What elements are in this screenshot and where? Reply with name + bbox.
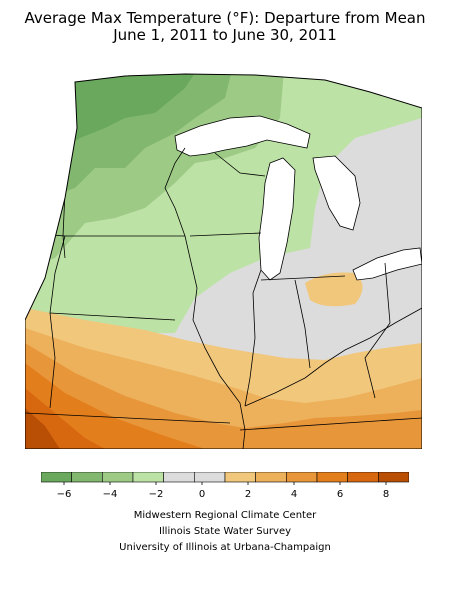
credit-university: University of Illinois at Urbana-Champai… [119,542,331,553]
above-normal-light-east [305,272,363,307]
lake-erie [352,247,422,281]
temperature-departure-map [25,73,422,449]
color-scale-legend: −6 −4 −2 0 2 4 6 8 [41,472,409,500]
legend-swatch [347,472,379,483]
border-wi-il [189,232,262,237]
lake-michigan [258,157,296,281]
border-wi-mi-up [214,152,266,177]
legend-tick-label: 4 [291,489,297,500]
border-oh-pa [384,262,391,324]
legend-swatch [286,472,318,483]
map-title-line2: June 1, 2011 to June 30, 2011 [113,26,337,44]
lake-superior [174,115,311,157]
legend-swatch [194,472,226,483]
legend-swatch [41,472,72,483]
legend-swatch [378,472,409,483]
credit-center: Midwestern Regional Climate Center [133,510,317,521]
legend-tick-label: −2 [149,489,164,500]
legend-swatch [132,472,164,483]
map-outline [25,73,422,449]
legend-swatch [255,472,287,483]
border-il-in [244,269,262,407]
map-title-line1: Average Max Temperature (°F): Departure … [24,9,426,27]
legend-swatch [316,472,348,483]
legend-swatch [71,472,103,483]
border-ia-mo [49,312,176,321]
legend-swatch [224,472,256,483]
border-wv-va [364,322,391,399]
border-ar-mo [25,412,231,424]
legend-swatch [102,472,134,483]
credit-survey: Illinois State Water Survey [158,526,292,537]
border-mi-in-oh [260,275,346,281]
border-in-oh [294,279,311,369]
lake-huron [312,155,361,231]
border-ohio-river [244,307,422,407]
great-lakes [174,115,422,281]
legend-tick-label: −6 [57,489,72,500]
legend-tick-label: 8 [383,489,389,500]
below-normal-darkest [65,74,205,148]
state-borders [25,77,422,449]
above-normal-extreme [25,408,60,449]
legend-swatch [163,472,195,483]
border-ks-mo [49,312,56,409]
legend-tick-label: 0 [199,489,205,500]
border-ky-tn [239,417,422,431]
border-mississippi [184,235,246,449]
legend-tick-label: 6 [337,489,343,500]
legend-tick-label: 2 [245,489,251,500]
border-mn-wi [164,147,186,237]
legend-tick-label: −4 [103,489,118,500]
